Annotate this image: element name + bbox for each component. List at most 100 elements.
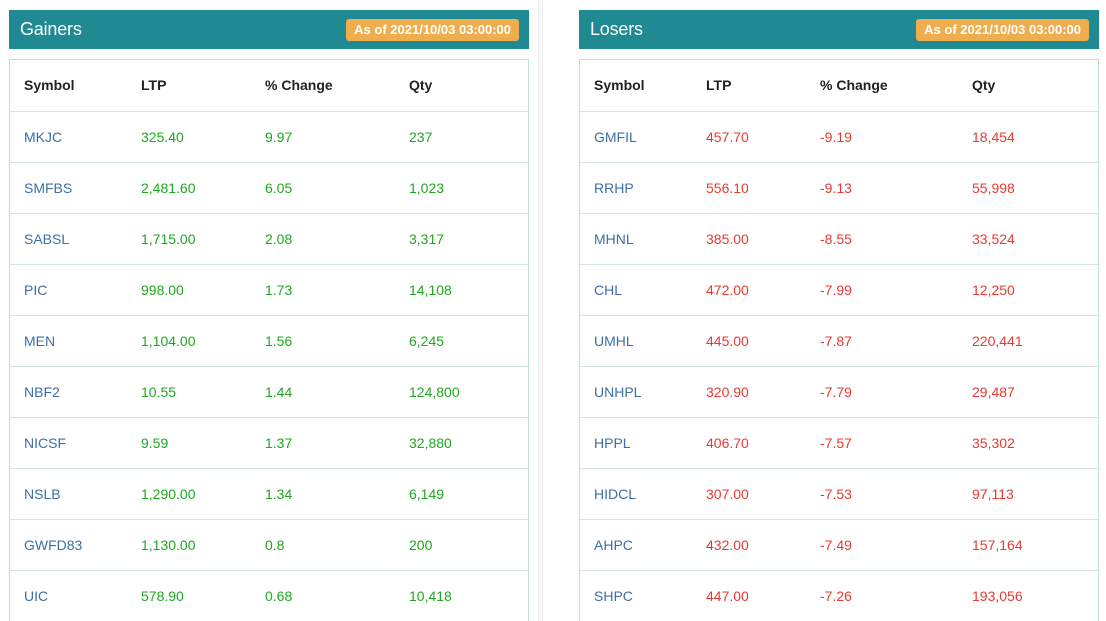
percent-change-cell: -7.87 xyxy=(820,315,972,367)
losers-as-of-badge: As of 2021/10/03 03:00:00 xyxy=(916,18,1089,41)
table-row[interactable]: NSLB 1,290.00 1.34 6,149 xyxy=(10,468,528,520)
column-header-qty[interactable]: Qty xyxy=(972,60,1098,112)
losers-table-body: GMFIL 457.70 -9.19 18,454 RRHP 556.10 -9.13 55,… xyxy=(580,111,1098,621)
table-row[interactable]: HIDCL 307.00 -7.53 97,113 xyxy=(580,468,1098,520)
percent-change-cell: 1.73 xyxy=(265,264,409,316)
symbol-link[interactable]: MHNL xyxy=(580,213,706,265)
losers-table: Symbol LTP % Change Qty GMFIL 457.70 -9.19… xyxy=(580,60,1098,621)
percent-change-cell: -7.57 xyxy=(820,417,972,469)
table-row[interactable]: MKJC 325.40 9.97 237 xyxy=(10,111,528,163)
symbol-link[interactable]: AHPC xyxy=(580,519,706,571)
panel-divider xyxy=(538,0,543,621)
symbol-link[interactable]: HIDCL xyxy=(580,468,706,520)
table-row[interactable]: SABSL 1,715.00 2.08 3,317 xyxy=(10,213,528,265)
ltp-cell: 432.00 xyxy=(706,519,820,571)
ltp-cell: 578.90 xyxy=(141,570,265,621)
qty-cell: 33,524 xyxy=(972,213,1098,265)
table-row[interactable]: UMHL 445.00 -7.87 220,441 xyxy=(580,315,1098,367)
table-row[interactable]: NBF2 10.55 1.44 124,800 xyxy=(10,366,528,418)
losers-table-wrap: Symbol LTP % Change Qty GMFIL 457.70 -9.19… xyxy=(579,59,1099,621)
table-row[interactable]: RRHP 556.10 -9.13 55,998 xyxy=(580,162,1098,214)
table-row[interactable]: SHPC 447.00 -7.26 193,056 xyxy=(580,570,1098,621)
qty-cell: 200 xyxy=(409,519,528,571)
table-row[interactable]: PIC 998.00 1.73 14,108 xyxy=(10,264,528,316)
ltp-cell: 1,104.00 xyxy=(141,315,265,367)
table-row[interactable]: CHL 472.00 -7.99 12,250 xyxy=(580,264,1098,316)
column-header-change[interactable]: % Change xyxy=(820,60,972,112)
table-row[interactable]: AHPC 432.00 -7.49 157,164 xyxy=(580,519,1098,571)
column-header-change[interactable]: % Change xyxy=(265,60,409,112)
qty-cell: 6,245 xyxy=(409,315,528,367)
column-header-ltp[interactable]: LTP xyxy=(141,60,265,112)
symbol-link[interactable]: SHPC xyxy=(580,570,706,621)
qty-cell: 10,418 xyxy=(409,570,528,621)
ltp-cell: 1,290.00 xyxy=(141,468,265,520)
qty-cell: 35,302 xyxy=(972,417,1098,469)
symbol-link[interactable]: UMHL xyxy=(580,315,706,367)
column-header-symbol[interactable]: Symbol xyxy=(580,60,706,112)
symbol-link[interactable]: GWFD83 xyxy=(10,519,141,571)
ltp-cell: 10.55 xyxy=(141,366,265,418)
ltp-cell: 9.59 xyxy=(141,417,265,469)
losers-panel: Losers As of 2021/10/03 03:00:00 Symbol … xyxy=(579,10,1099,621)
percent-change-cell: 0.68 xyxy=(265,570,409,621)
symbol-link[interactable]: NICSF xyxy=(10,417,141,469)
symbol-link[interactable]: MKJC xyxy=(10,111,141,163)
gainers-panel: Gainers As of 2021/10/03 03:00:00 Symbol… xyxy=(9,10,529,621)
percent-change-cell: 0.8 xyxy=(265,519,409,571)
ltp-cell: 385.00 xyxy=(706,213,820,265)
symbol-link[interactable]: RRHP xyxy=(580,162,706,214)
column-header-symbol[interactable]: Symbol xyxy=(10,60,141,112)
table-row[interactable]: NICSF 9.59 1.37 32,880 xyxy=(10,417,528,469)
percent-change-cell: -7.99 xyxy=(820,264,972,316)
symbol-link[interactable]: GMFIL xyxy=(580,111,706,163)
losers-header: Losers As of 2021/10/03 03:00:00 xyxy=(579,10,1099,49)
column-header-qty[interactable]: Qty xyxy=(409,60,528,112)
symbol-link[interactable]: SMFBS xyxy=(10,162,141,214)
symbol-link[interactable]: SABSL xyxy=(10,213,141,265)
ltp-cell: 2,481.60 xyxy=(141,162,265,214)
qty-cell: 32,880 xyxy=(409,417,528,469)
percent-change-cell: 1.44 xyxy=(265,366,409,418)
column-header-ltp[interactable]: LTP xyxy=(706,60,820,112)
ltp-cell: 320.90 xyxy=(706,366,820,418)
symbol-link[interactable]: NSLB xyxy=(10,468,141,520)
qty-cell: 124,800 xyxy=(409,366,528,418)
symbol-link[interactable]: UIC xyxy=(10,570,141,621)
ltp-cell: 1,130.00 xyxy=(141,519,265,571)
table-row[interactable]: MHNL 385.00 -8.55 33,524 xyxy=(580,213,1098,265)
qty-cell: 12,250 xyxy=(972,264,1098,316)
ltp-cell: 325.40 xyxy=(141,111,265,163)
ltp-cell: 307.00 xyxy=(706,468,820,520)
qty-cell: 55,998 xyxy=(972,162,1098,214)
gainers-as-of-badge: As of 2021/10/03 03:00:00 xyxy=(346,18,519,41)
qty-cell: 1,023 xyxy=(409,162,528,214)
qty-cell: 29,487 xyxy=(972,366,1098,418)
percent-change-cell: -9.19 xyxy=(820,111,972,163)
symbol-link[interactable]: NBF2 xyxy=(10,366,141,418)
gainers-table: Symbol LTP % Change Qty MKJC 325.40 9.97 23… xyxy=(10,60,528,621)
symbol-link[interactable]: HPPL xyxy=(580,417,706,469)
symbol-link[interactable]: CHL xyxy=(580,264,706,316)
table-row[interactable]: SMFBS 2,481.60 6.05 1,023 xyxy=(10,162,528,214)
symbol-link[interactable]: MEN xyxy=(10,315,141,367)
gainers-header-row: Symbol LTP % Change Qty xyxy=(10,60,528,112)
ltp-cell: 457.70 xyxy=(706,111,820,163)
table-row[interactable]: UNHPL 320.90 -7.79 29,487 xyxy=(580,366,1098,418)
table-row[interactable]: HPPL 406.70 -7.57 35,302 xyxy=(580,417,1098,469)
symbol-link[interactable]: PIC xyxy=(10,264,141,316)
qty-cell: 157,164 xyxy=(972,519,1098,571)
ltp-cell: 445.00 xyxy=(706,315,820,367)
symbol-link[interactable]: UNHPL xyxy=(580,366,706,418)
percent-change-cell: -7.79 xyxy=(820,366,972,418)
losers-header-row: Symbol LTP % Change Qty xyxy=(580,60,1098,112)
table-row[interactable]: GMFIL 457.70 -9.19 18,454 xyxy=(580,111,1098,163)
qty-cell: 18,454 xyxy=(972,111,1098,163)
table-row[interactable]: UIC 578.90 0.68 10,418 xyxy=(10,570,528,621)
qty-cell: 3,317 xyxy=(409,213,528,265)
percent-change-cell: 1.37 xyxy=(265,417,409,469)
table-row[interactable]: GWFD83 1,130.00 0.8 200 xyxy=(10,519,528,571)
ltp-cell: 998.00 xyxy=(141,264,265,316)
table-row[interactable]: MEN 1,104.00 1.56 6,245 xyxy=(10,315,528,367)
